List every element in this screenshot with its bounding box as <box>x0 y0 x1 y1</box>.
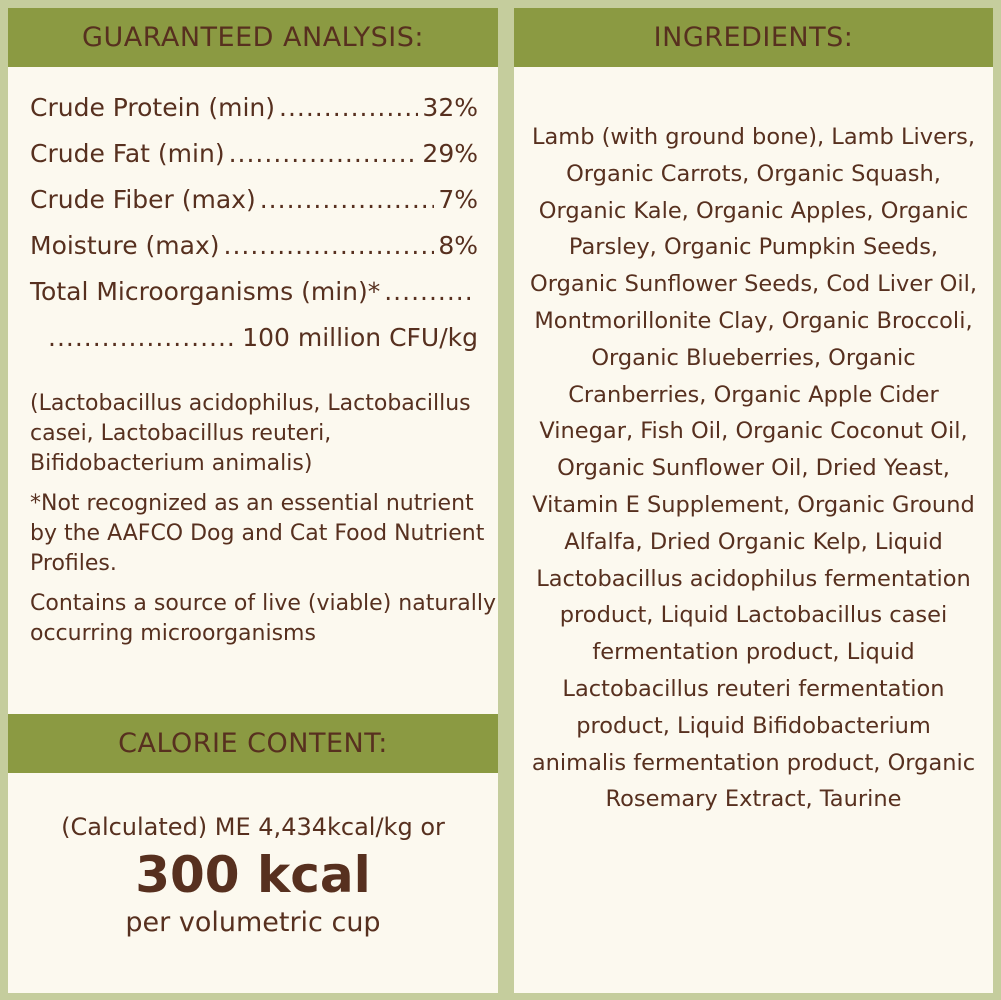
analysis-row: 100 million CFU/kg <box>30 323 478 369</box>
ingredients-panel: INGREDIENTS: Lamb (with ground bone), La… <box>514 8 993 993</box>
leader-dots <box>260 185 435 214</box>
leader-dots <box>384 277 474 306</box>
analysis-row: Total Microorganisms (min)* <box>30 277 478 323</box>
leader-dots <box>229 139 419 168</box>
analysis-row: Crude Fat (min) 29% <box>30 139 478 185</box>
row-label: Total Microorganisms (min)* <box>30 277 381 306</box>
analysis-row: Moisture (max) 8% <box>30 231 478 277</box>
calorie-header: CALORIE CONTENT: <box>8 714 498 773</box>
strains-note: (Lactobacillus acidophilus, Lactobacillu… <box>30 391 471 476</box>
leader-dots <box>279 93 418 122</box>
calorie-content: (Calculated) ME 4,434kcal/kg or 300 kcal… <box>8 813 498 938</box>
row-value: 100 million CFU/kg <box>242 323 478 352</box>
ingredients-header: INGREDIENTS: <box>514 8 993 67</box>
analysis-rows: Crude Protein (min) 32% Crude Fat (min) 29… <box>8 67 498 369</box>
leader-dots <box>224 231 435 260</box>
row-label: Moisture (max) <box>30 231 220 260</box>
ingredients-list: Lamb (with ground bone), Lamb Livers, Or… <box>530 124 977 813</box>
row-value: 32% <box>422 93 478 122</box>
live-microorganisms-note: Contains a source of live (viable) natur… <box>30 591 497 646</box>
analysis-header: GUARANTEED ANALYSIS: <box>8 8 498 67</box>
row-value: 29% <box>422 139 478 168</box>
row-value: 7% <box>438 185 478 214</box>
calorie-me: (Calculated) ME 4,434kcal/kg or <box>61 813 445 841</box>
calorie-unit: per volumetric cup <box>125 907 381 938</box>
row-value: 8% <box>438 231 478 260</box>
row-label: Crude Fiber (max) <box>30 185 256 214</box>
row-label: Crude Protein (min) <box>30 93 276 122</box>
guaranteed-analysis-panel: GUARANTEED ANALYSIS: Crude Protein (min)… <box>8 8 498 993</box>
calorie-per-cup: 300 kcal <box>135 846 371 904</box>
aafco-footnote: *Not recognized as an essential nutrient… <box>30 491 485 576</box>
leader-dots <box>48 323 238 352</box>
row-label: Crude Fat (min) <box>30 139 225 168</box>
analysis-row: Crude Protein (min) 32% <box>30 93 478 139</box>
analysis-row: Crude Fiber (max) 7% <box>30 185 478 231</box>
